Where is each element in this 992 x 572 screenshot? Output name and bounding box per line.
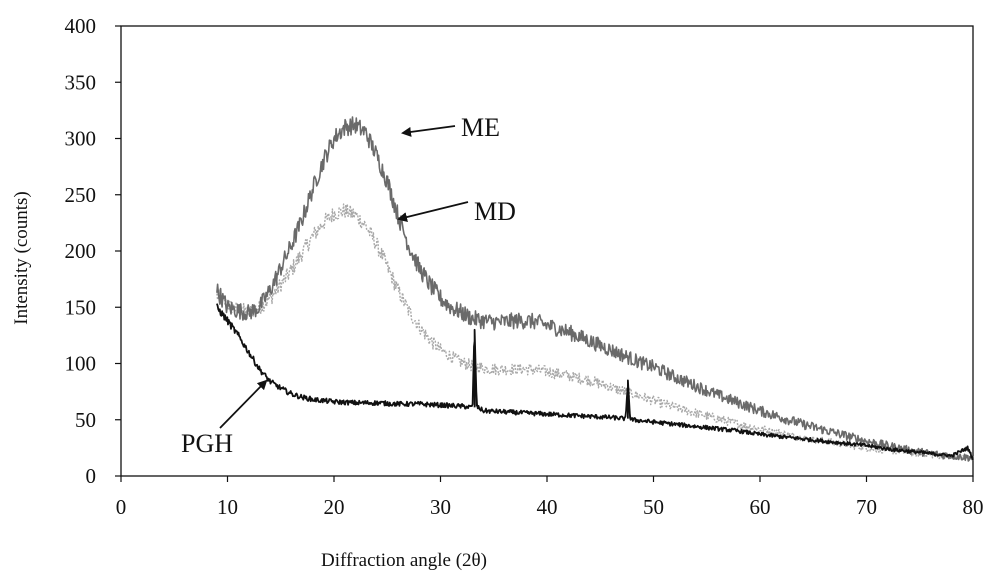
y-tick-label: 50 xyxy=(75,408,96,432)
annotation-arrow-me xyxy=(401,125,456,137)
x-tick-label: 0 xyxy=(116,495,127,519)
y-tick-label: 300 xyxy=(65,127,97,151)
series-layer xyxy=(216,116,974,462)
plot-area-border xyxy=(120,25,974,477)
annotation-label-md: MD xyxy=(474,197,516,226)
annotation-arrow-pgh xyxy=(219,379,268,429)
x-tick-label: 60 xyxy=(750,495,771,519)
annotation-label-me: ME xyxy=(461,113,500,142)
x-tick-label: 70 xyxy=(856,495,877,519)
series-line-pgh xyxy=(216,303,974,461)
y-tick-label: 150 xyxy=(65,295,97,319)
series-line-me xyxy=(216,116,974,462)
series-line-md xyxy=(216,203,974,461)
annotation-layer: ME MD PGH xyxy=(181,113,516,458)
x-axis-title: Diffraction angle (2θ) xyxy=(321,550,487,571)
y-axis-title: Intensity (counts) xyxy=(11,191,32,325)
y-tick-label: 0 xyxy=(86,464,97,488)
y-tick-label: 100 xyxy=(65,352,97,376)
x-tick-label: 50 xyxy=(643,495,664,519)
plot-frame xyxy=(120,25,974,477)
y-tick-label: 400 xyxy=(65,14,97,38)
annotation-label-pgh: PGH xyxy=(181,429,233,458)
x-tick-label: 40 xyxy=(537,495,558,519)
x-tick-label: 10 xyxy=(217,495,238,519)
x-tick-label: 80 xyxy=(963,495,984,519)
y-tick-label: 350 xyxy=(65,70,97,94)
y-tick-label: 200 xyxy=(65,239,97,263)
x-tick-label: 20 xyxy=(324,495,345,519)
y-tick-label: 250 xyxy=(65,183,97,207)
tick-layer: 0 10 20 30 40 50 60 70 80 0 50 100 150 200 250 300 350 40… xyxy=(65,14,984,519)
annotation-arrow-md xyxy=(397,201,469,222)
x-tick-label: 30 xyxy=(430,495,451,519)
